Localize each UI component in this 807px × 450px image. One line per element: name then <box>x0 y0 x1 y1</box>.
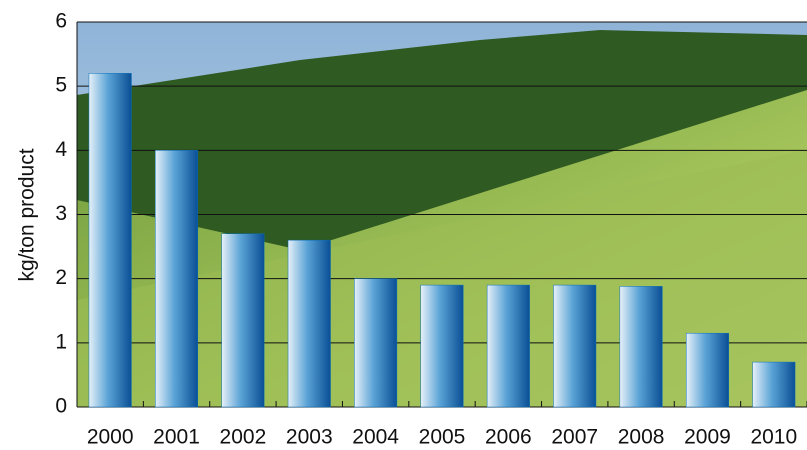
bar <box>486 284 530 408</box>
bar <box>221 233 265 408</box>
x-tick-label: 2005 <box>419 426 466 449</box>
x-tick-label: 2004 <box>352 426 399 449</box>
x-tick-label: 2008 <box>618 426 665 449</box>
x-tick-label: 2007 <box>551 426 598 449</box>
bar <box>155 150 199 408</box>
y-tick-label: 6 <box>55 10 67 33</box>
x-tick-label: 2010 <box>750 426 797 449</box>
bar <box>88 73 132 408</box>
y-tick-label: 3 <box>55 202 67 225</box>
y-tick-label: 0 <box>55 395 67 418</box>
x-tick-label: 2009 <box>684 426 731 449</box>
x-tick-label: 2003 <box>286 426 333 449</box>
bar <box>685 332 729 408</box>
bar <box>354 278 398 408</box>
y-tick-label: 2 <box>55 266 67 289</box>
bar <box>619 286 663 408</box>
x-tick-label: 2001 <box>153 426 200 449</box>
bar <box>752 361 796 408</box>
bar <box>553 284 597 408</box>
y-axis-label: kg/ton product <box>16 148 39 281</box>
y-tick-label: 1 <box>55 330 67 353</box>
bar <box>287 239 331 408</box>
x-tick-label: 2000 <box>87 426 134 449</box>
x-tick-label: 2006 <box>485 426 532 449</box>
y-tick-label: 4 <box>55 138 67 161</box>
y-tick-label: 5 <box>55 74 67 97</box>
x-tick-label: 2002 <box>220 426 267 449</box>
bar <box>420 284 464 408</box>
